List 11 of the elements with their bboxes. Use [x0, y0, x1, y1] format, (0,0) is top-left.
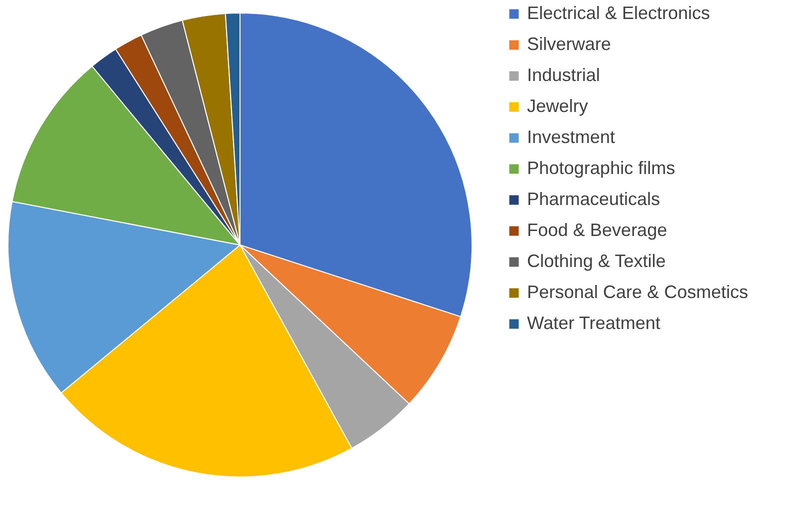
legend-label: Photographic films — [527, 158, 676, 178]
legend-label: Silverware — [527, 34, 612, 54]
legend-label: Jewelry — [527, 96, 588, 116]
legend-label: Pharmaceuticals — [527, 189, 660, 209]
legend-label: Water Treatment — [527, 313, 660, 333]
legend-label: Electrical & Electronics — [527, 3, 710, 23]
legend-label: Clothing & Textile — [527, 251, 666, 271]
legend-label: Investment — [527, 127, 616, 147]
legend-label: Personal Care & Cosmetics — [527, 282, 748, 302]
legend-label: Industrial — [527, 65, 600, 85]
legend-label: Food & Beverage — [527, 220, 668, 240]
